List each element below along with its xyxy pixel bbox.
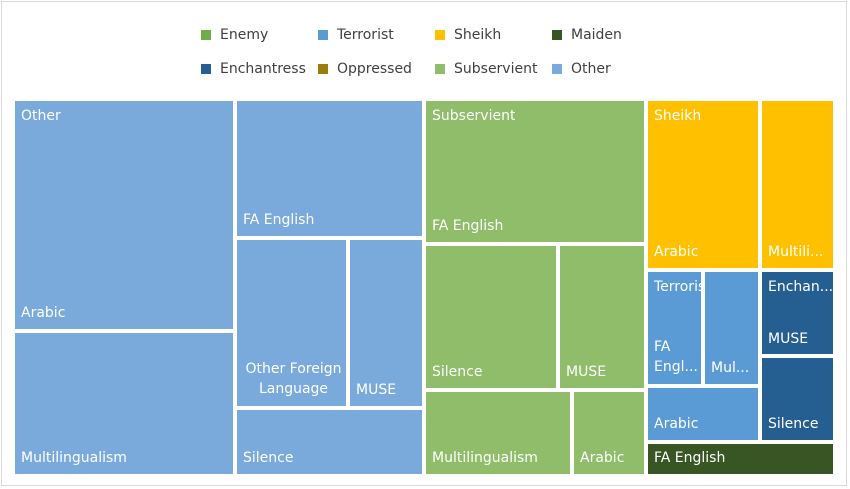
tile-label: MUSE: [768, 331, 809, 347]
treemap-tile: Enchan... MUSE: [760, 270, 835, 356]
treemap-tile: Multilingualism: [13, 331, 235, 476]
legend-swatch: [201, 64, 211, 74]
group-label: Terrorist: [654, 279, 711, 295]
legend-label: Other: [571, 61, 611, 77]
legend-label: Terrorist: [337, 27, 394, 43]
group-label: Enchan...: [768, 279, 834, 295]
legend-swatch: [435, 64, 445, 74]
tile-label: Arabic: [654, 416, 699, 432]
legend-swatch: [318, 64, 328, 74]
legend: Enemy Terrorist Sheikh Maiden Enchantress Opp…: [0, 0, 850, 95]
tile-label: FA English: [243, 212, 315, 228]
treemap-tile: FA English: [235, 99, 424, 238]
treemap-tile: Terrorist FA Engl...: [646, 270, 711, 386]
treemap-tile: Multilingualism: [424, 390, 572, 476]
legend-label: Sheikh: [454, 27, 502, 43]
tile-label: Other Foreign Language: [245, 361, 342, 397]
treemap-tile: Mul...: [703, 270, 760, 386]
legend-label: Enchantress: [220, 61, 306, 77]
tile-label: FA English: [654, 450, 726, 466]
legend-label: Oppressed: [337, 61, 412, 77]
treemap-tile: FA English: [646, 442, 835, 476]
tile-label: Arabic: [580, 450, 625, 466]
treemap-tile: Subservient FA English: [424, 99, 646, 244]
tile-label: MUSE: [566, 364, 607, 380]
tile-label: FA Engl...: [654, 339, 698, 375]
legend-swatch: [201, 30, 211, 40]
tile-label: Mul...: [711, 360, 750, 376]
treemap-tile: Multili...: [760, 99, 835, 270]
group-label: Sheikh: [654, 108, 702, 124]
legend-swatch: [318, 30, 328, 40]
legend-item: Oppressed: [318, 59, 412, 79]
legend-item: Sheikh: [435, 25, 501, 45]
tile-label: Arabic: [654, 244, 699, 260]
legend-item: Enchantress: [201, 59, 306, 79]
legend-label: Maiden: [571, 27, 622, 43]
group-label: Other: [21, 108, 61, 124]
tile-label: Silence: [768, 416, 819, 432]
tile-label: MUSE: [356, 382, 397, 398]
legend-item: Terrorist: [318, 25, 394, 45]
legend-item: Other: [552, 59, 611, 79]
treemap-tile: Silence: [235, 408, 424, 476]
tile-label: Multilingualism: [432, 450, 538, 466]
legend-swatch: [552, 64, 562, 74]
legend-swatch: [552, 30, 562, 40]
group-label: Subservient: [432, 108, 516, 124]
treemap-tile: MUSE: [558, 244, 646, 390]
tile-label: Silence: [243, 450, 294, 466]
treemap-tile: Sheikh Arabic: [646, 99, 760, 270]
treemap-tile: MUSE: [348, 238, 424, 408]
treemap-tile: Arabic: [646, 386, 760, 442]
legend-item: Subservient: [435, 59, 537, 79]
legend-swatch: [435, 30, 445, 40]
tile-label: Multilingualism: [21, 450, 127, 466]
legend-item: Maiden: [552, 25, 622, 45]
treemap-tile: Silence: [424, 244, 558, 390]
legend-label: Subservient: [454, 61, 538, 77]
legend-label: Enemy: [220, 27, 269, 43]
tile-label: Multili...: [768, 244, 824, 260]
tile-label: Arabic: [21, 305, 66, 321]
tile-label: Silence: [432, 364, 483, 380]
legend-item: Enemy: [201, 25, 268, 45]
treemap-tile: Silence: [760, 356, 835, 442]
tile-label: FA English: [432, 218, 504, 234]
treemap-tile: Other Arabic: [13, 99, 235, 331]
treemap-tile: Arabic: [572, 390, 646, 476]
treemap-tile: Other Foreign Language: [235, 238, 348, 408]
